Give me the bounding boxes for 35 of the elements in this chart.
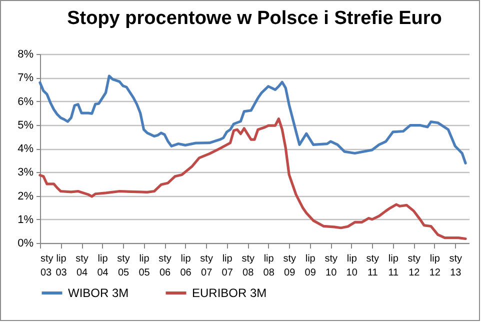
y-tick-label: 2% [18,190,34,202]
x-tick-label: sty 05 [117,254,130,278]
x-tick-label: sty 07 [200,254,213,278]
x-tick-label: sty 06 [158,254,172,278]
x-tick-label: lip 08 [263,254,275,278]
x-tick-label: sty 10 [324,254,338,278]
x-tick-label: sty 11 [366,254,380,278]
y-tick-label: 4% [18,143,34,155]
y-tick-label: 1% [18,214,34,226]
x-tick-label: lip 07 [222,254,234,278]
line-series [38,74,467,164]
x-tick-label: lip 11 [388,254,400,278]
x-tick-label: sty 04 [76,254,88,278]
x-tick-label: lip 06 [180,254,192,278]
x-tick-label: lip 09 [304,254,316,278]
legend-label: EURIBOR 3M [192,286,267,300]
chart-title: Stopy procentowe w Polsce i Strefie Euro [67,8,442,29]
line-series [38,117,467,240]
x-tick-label: sty 09 [283,254,296,278]
y-tick-label: 6% [18,96,34,108]
y-tick-label: 0% [18,238,34,250]
x-tick-label: lip 04 [97,254,109,278]
y-tick-label: 8% [18,48,34,60]
x-tick-label: sty 13 [449,254,462,278]
x-tick-label: sty 08 [242,254,254,278]
x-tick-label: sty 03 [40,254,54,278]
x-tick-label: lip 12 [429,254,441,278]
y-tick-label: 5% [18,119,34,132]
x-tick-label: lip 05 [138,254,150,278]
y-tick-label: 7% [18,72,34,84]
x-tick-label: sty 12 [408,254,421,278]
y-tick-label: 3% [18,166,34,179]
x-tick-label: lip 03 [56,254,68,278]
x-tick-label: lip 10 [346,254,358,278]
legend-label: WIBOR 3M [68,286,129,300]
